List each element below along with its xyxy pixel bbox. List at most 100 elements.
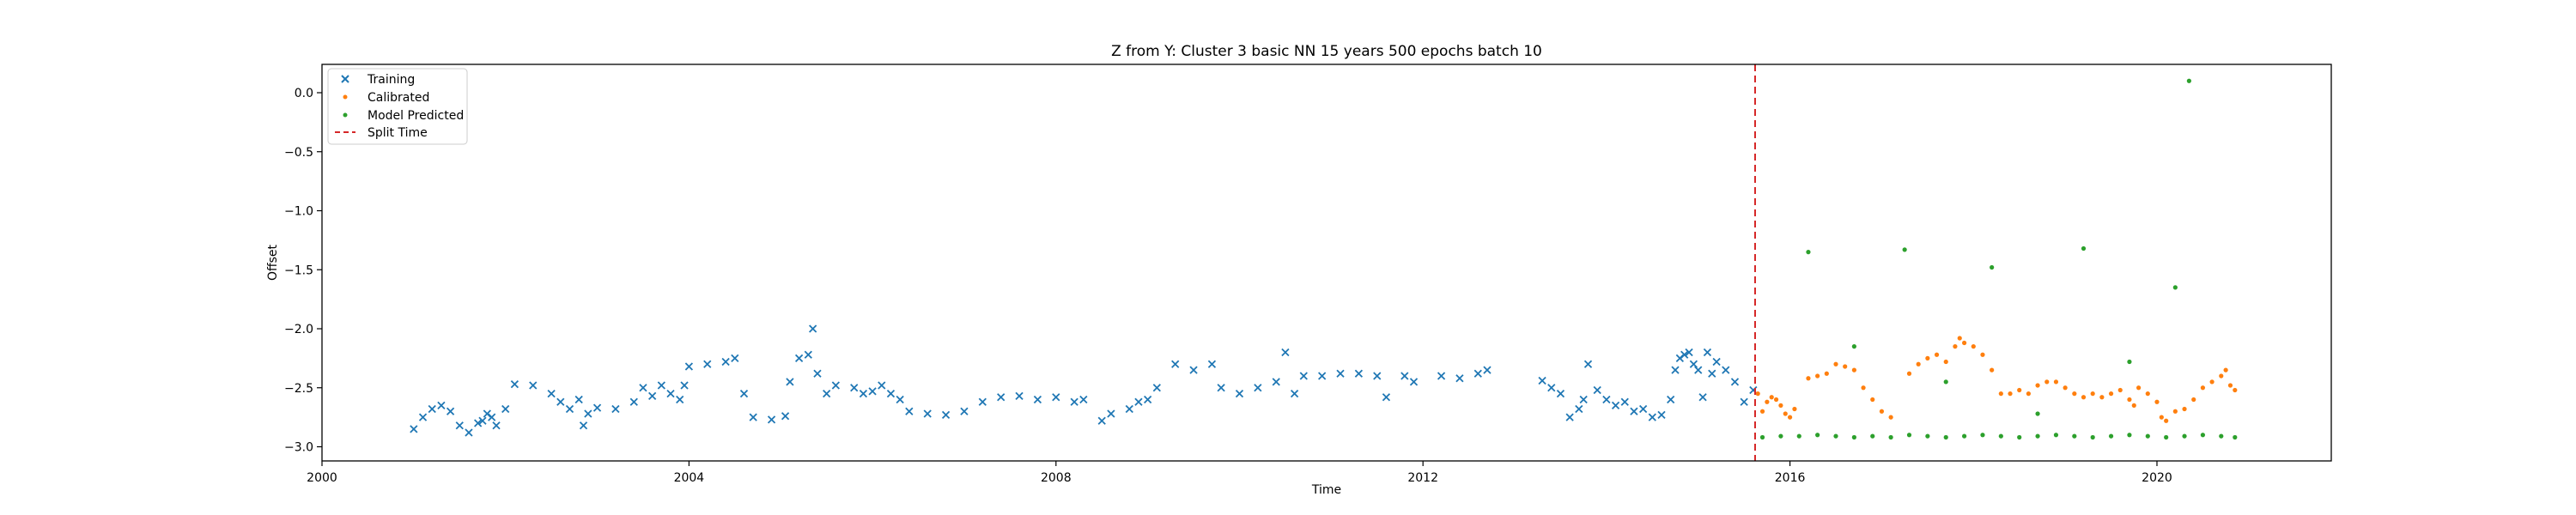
data-point-dot: [2127, 433, 2132, 438]
data-point-dot: [1787, 415, 1793, 420]
y-tick-label: −2.0: [284, 323, 313, 336]
data-point-x: [859, 389, 868, 398]
data-point-x: [1648, 413, 1656, 421]
data-point-dot: [1759, 409, 1765, 414]
data-point-x: [639, 384, 647, 392]
data-point-x: [1575, 404, 1583, 414]
data-point-dot: [1861, 385, 1866, 391]
data-point-x: [1583, 360, 1593, 368]
data-point-dot: [1833, 361, 1838, 367]
data-point-dot: [2182, 406, 2187, 412]
x-tick-label: 2000: [307, 471, 337, 485]
data-point-x: [1207, 360, 1217, 368]
data-point-dot: [1934, 352, 1940, 357]
series-calibrated: [1755, 336, 2238, 423]
data-point-dot: [2209, 379, 2215, 385]
data-point-x: [731, 354, 739, 363]
x-axis: 2000 2004 2008 2012 2016 2020: [307, 461, 2172, 485]
data-point-dot: [2191, 397, 2196, 403]
data-point-x: [703, 360, 712, 368]
data-point-dot: [2008, 391, 2013, 397]
data-point-dot: [1916, 361, 1921, 367]
data-point-dot: [1962, 433, 1967, 439]
data-point-dot: [2186, 78, 2191, 83]
y-tick-label: −2.5: [284, 382, 313, 396]
y-axis-label: Offset: [266, 244, 280, 281]
data-point-x: [1712, 357, 1721, 367]
data-point-x: [1630, 407, 1638, 415]
data-point-x: [1272, 378, 1280, 386]
data-point-dot: [1902, 247, 1907, 252]
data-point-x: [794, 354, 804, 363]
data-point-x: [529, 381, 538, 390]
data-point-x: [488, 413, 496, 421]
data-point-dot: [2200, 433, 2206, 438]
data-point-dot: [2108, 433, 2114, 439]
data-point-x: [1290, 389, 1299, 398]
data-point-dot: [1971, 344, 1976, 349]
data-point-dot: [1765, 399, 1770, 404]
y-axis: 0.0 −0.5 −1.0 −1.5 −2.0 −2.5 −3.0: [284, 87, 322, 455]
data-point-dot: [1906, 371, 1912, 376]
data-point-x: [1547, 384, 1556, 392]
data-point-x: [1097, 416, 1106, 425]
data-point-dot: [1769, 395, 1774, 400]
data-point-x: [886, 389, 896, 398]
legend-marker-x: [341, 75, 349, 83]
data-point-x: [437, 401, 446, 410]
data-point-x: [478, 416, 487, 425]
data-point-x: [1722, 366, 1730, 374]
data-point-x: [1680, 350, 1689, 359]
data-point-x: [749, 413, 757, 421]
data-point-dot: [1851, 434, 1856, 440]
data-point-x: [501, 404, 510, 414]
data-point-x: [428, 404, 436, 414]
data-point-x: [1483, 366, 1492, 374]
data-point-dot: [1843, 364, 1848, 369]
data-point-dot: [1888, 415, 1893, 420]
data-point-x: [1015, 391, 1024, 401]
legend-item-training: Training: [341, 73, 415, 87]
data-point-dot: [1851, 344, 1856, 349]
data-point-dot: [2145, 433, 2150, 439]
data-point-dot: [1783, 411, 1788, 416]
data-point-x: [1052, 393, 1060, 402]
legend-item-model-predicted: Model Predicted: [343, 109, 464, 123]
data-point-x: [455, 421, 464, 430]
data-point-x: [1134, 397, 1143, 406]
data-point-dot: [2017, 434, 2022, 440]
data-point-x: [1538, 376, 1546, 385]
y-tick-label: −1.5: [284, 264, 313, 277]
data-point-dot: [1851, 367, 1856, 373]
legend-label-training: Training: [367, 73, 415, 87]
data-point-dot: [2017, 387, 2022, 393]
data-point-dot: [2081, 395, 2087, 400]
data-point-dot: [2172, 285, 2178, 290]
series-model-predicted: [1759, 78, 2238, 440]
data-point-x: [831, 381, 840, 390]
data-point-x: [556, 397, 565, 406]
data-point-x: [1235, 389, 1244, 398]
data-point-x: [574, 395, 583, 404]
data-point-dot: [2200, 385, 2206, 391]
data-point-dot: [2026, 391, 2031, 397]
data-point-dot: [1925, 433, 1930, 439]
x-tick-label: 2020: [2142, 471, 2172, 485]
data-point-dot: [2072, 391, 2077, 397]
data-point-x: [1671, 366, 1680, 374]
data-point-x: [767, 415, 776, 424]
data-point-x: [960, 407, 969, 415]
data-point-x: [1698, 393, 1707, 402]
data-point-x: [1189, 366, 1198, 374]
legend-marker-dot: [343, 94, 348, 100]
data-point-dot: [2117, 387, 2123, 393]
data-point-dot: [1998, 433, 2003, 439]
data-point-dot: [2159, 415, 2164, 420]
y-tick-label: 0.0: [295, 87, 313, 100]
x-tick-label: 2012: [1407, 471, 1438, 485]
data-point-x: [1620, 397, 1629, 406]
data-point-x: [1318, 372, 1327, 380]
legend: Training Calibrated Model Predicted Spli…: [327, 68, 468, 145]
data-point-x: [1107, 409, 1115, 418]
legend-item-calibrated: Calibrated: [343, 91, 429, 105]
